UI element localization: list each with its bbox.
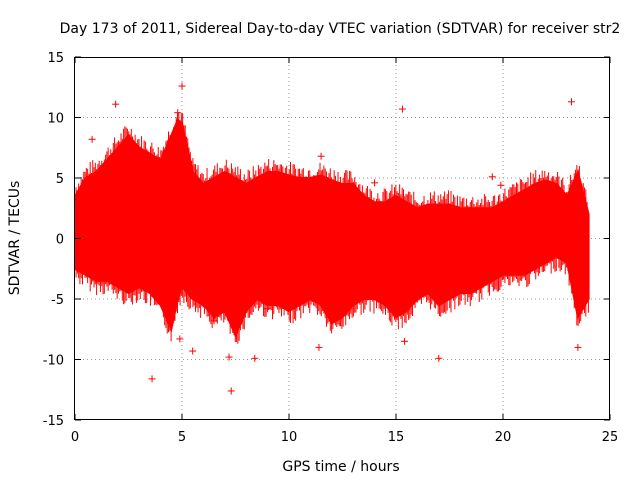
x-tick-label: 5 xyxy=(178,430,186,445)
y-tick-label: 15 xyxy=(47,51,64,66)
outlier-point xyxy=(264,305,272,313)
x-tick-label: 0 xyxy=(71,430,79,445)
outlier-point xyxy=(176,335,184,343)
outlier-point xyxy=(178,82,186,90)
y-tick-label: -15 xyxy=(43,414,64,429)
outlier-point xyxy=(488,173,496,181)
x-tick-label: 25 xyxy=(602,430,619,445)
outlier-point xyxy=(189,347,197,355)
y-tick-label: 5 xyxy=(56,172,64,187)
y-tick-label: -5 xyxy=(51,293,64,308)
y-axis-label: SDTVAR / TECUs xyxy=(7,181,23,296)
chart-title: Day 173 of 2011, Sidereal Day-to-day VTE… xyxy=(60,21,621,37)
outlier-point xyxy=(497,181,505,189)
outlier-point xyxy=(574,343,582,351)
x-axis-label: GPS time / hours xyxy=(282,459,399,475)
outlier-point xyxy=(251,354,259,362)
data-points xyxy=(88,82,582,395)
outlier-point xyxy=(435,354,443,362)
data-band xyxy=(74,112,590,344)
outlier-point xyxy=(210,317,218,325)
x-tick-label: 10 xyxy=(281,430,298,445)
outlier-point xyxy=(567,98,575,106)
outlier-point xyxy=(112,100,120,108)
grid xyxy=(75,57,610,420)
outlier-point xyxy=(371,179,379,187)
outlier-point xyxy=(398,105,406,113)
axis-ticks: 0 5 10 15 20 25 -15 -10 -5 0 5 10 15 xyxy=(43,51,619,445)
outlier-point xyxy=(227,387,235,395)
outlier-point xyxy=(317,152,325,160)
outlier-point xyxy=(88,135,96,143)
outlier-point xyxy=(174,109,182,117)
y-tick-label: 10 xyxy=(47,112,64,127)
x-tick-label: 15 xyxy=(388,430,405,445)
y-tick-label: 0 xyxy=(56,233,64,248)
outlier-point xyxy=(225,353,233,361)
outlier-point xyxy=(148,375,156,383)
outlier-point xyxy=(401,337,409,345)
x-tick-label: 20 xyxy=(495,430,512,445)
y-tick-label: -10 xyxy=(43,354,64,369)
outlier-point xyxy=(315,343,323,351)
